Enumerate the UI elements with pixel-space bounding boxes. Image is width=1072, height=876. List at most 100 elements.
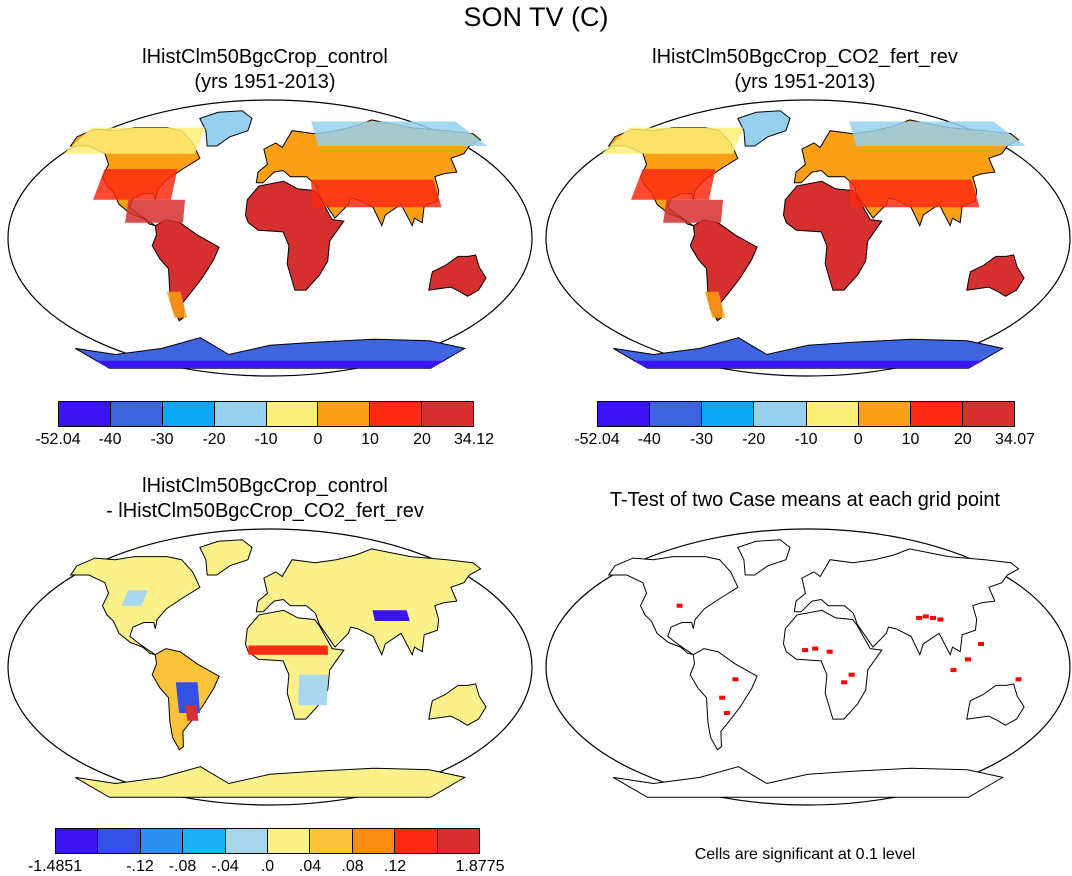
landmass-eurasia <box>255 548 482 657</box>
colorbar-swatch <box>910 402 963 426</box>
colorbar-tick-label: -40 <box>98 431 122 448</box>
colorbar-boxes <box>58 401 474 427</box>
panel4-title: T-Test of two Case means at each grid po… <box>540 488 1070 513</box>
landmass-antarctica <box>613 766 1005 798</box>
colorbar-swatch <box>650 402 703 426</box>
difference-patch <box>121 590 148 606</box>
significant-cell <box>916 615 923 620</box>
panel2-title: lHistClm50BgcCrop_CO2_fert_rev (yrs 1951… <box>550 45 1060 95</box>
significant-cell <box>723 711 730 715</box>
significant-cell <box>978 642 984 646</box>
significant-cell <box>950 668 957 673</box>
significant-cell <box>964 657 971 662</box>
colorbar-swatch <box>858 402 911 426</box>
landmass-greenland <box>737 110 791 147</box>
colorbar-swatch <box>370 402 423 426</box>
difference-patch <box>298 674 329 706</box>
significant-cell <box>922 614 929 619</box>
colorbar-tick-label: -.12 <box>126 858 154 875</box>
map-panel-control <box>7 99 533 377</box>
landmass-africa <box>244 180 345 291</box>
significant-cell <box>841 680 848 685</box>
colorbar-swatch <box>59 402 111 426</box>
colorbar-swatch <box>56 829 99 853</box>
colorbar-tick-label: .08 <box>341 858 364 875</box>
landmass-australia <box>428 683 487 726</box>
colorbar-tick-label: -20 <box>202 431 226 448</box>
significant-cell <box>812 646 819 651</box>
colorbar-tick-label: -30 <box>689 431 714 448</box>
colorbar-swatch <box>806 402 859 426</box>
colorbar-tick-label: 20 <box>953 431 972 448</box>
colorbar-swatch <box>98 829 141 853</box>
colorbar-tick-label: -10 <box>254 431 278 448</box>
colorbar-tick-label: 34.07 <box>994 431 1036 448</box>
significant-cell <box>802 648 809 653</box>
colorbar-tick-label: -52.04 <box>35 431 81 448</box>
colorbar-tick-label: 10 <box>361 431 379 448</box>
colorbar-swatch <box>318 402 371 426</box>
landmass-australia <box>428 254 487 297</box>
colorbar-tick-label: 1.8775 <box>455 858 505 875</box>
significant-cell <box>937 617 944 622</box>
colorbar-tick-label: 0 <box>853 431 863 448</box>
panel3-title: lHistClm50BgcCrop_control - lHistClm50Bg… <box>10 474 520 524</box>
temperature-band <box>125 199 186 223</box>
temperature-band <box>601 127 744 154</box>
colorbar-co2-fert-rev: -52.04 -40 -30 -20 -10 0 10 20 34.07 <box>574 401 1035 451</box>
colorbar-control: -52.04 -40 -30 -20 -10 0 10 20 34.12 <box>35 401 494 451</box>
colorbar-swatch <box>140 829 184 853</box>
panel1-title: lHistClm50BgcCrop_control (yrs 1951-2013… <box>10 45 520 95</box>
antarctic-interior <box>94 360 446 369</box>
colorbar-difference: -1.4851 -.12 -.08 -.04 .0 .04 .08 .12 1.8775 <box>28 828 504 875</box>
significant-cell <box>676 603 683 608</box>
colorbar-tick-label: .0 <box>260 858 275 875</box>
colorbar-swatch <box>310 829 353 853</box>
colorbar-tick-label: -.04 <box>211 858 239 875</box>
colorbar-swatch <box>702 402 755 426</box>
temperature-band <box>631 169 716 200</box>
landmass-namerica <box>607 556 739 656</box>
colorbar-swatch <box>598 402 651 426</box>
colorbar-tick-label: -10 <box>794 431 818 448</box>
significance-note: Cells are significant at 0.1 level <box>694 846 916 863</box>
temperature-band <box>166 291 188 318</box>
colorbar-tick-label: 20 <box>413 431 431 448</box>
significant-cell <box>1015 677 1022 682</box>
colorbar-tick-label: -30 <box>150 431 174 448</box>
colorbar-tick-label: -20 <box>742 431 766 448</box>
colorbar-swatch <box>268 829 311 853</box>
colorbar-swatch <box>183 829 226 853</box>
colorbar-tick-label: 34.12 <box>453 431 495 448</box>
panel3-title-line2: - lHistClm50BgcCrop_CO2_fert_rev <box>106 500 424 522</box>
difference-patch <box>185 705 199 721</box>
temperature-band <box>310 179 442 208</box>
difference-patch <box>248 645 329 655</box>
colorbar-swatch <box>395 829 438 853</box>
panel2-title-line1: lHistClm50BgcCrop_CO2_fert_rev <box>652 46 958 68</box>
colorbar-tick-label: -1.4851 <box>27 858 83 875</box>
colorbar-swatch <box>754 402 807 426</box>
panel1-title-line2: (yrs 1951-2013) <box>194 71 336 93</box>
temperature-band <box>311 121 488 146</box>
landmass-africa <box>782 180 883 291</box>
temperature-band <box>663 199 724 223</box>
temperature-band <box>849 121 1026 146</box>
temperature-band <box>63 127 206 154</box>
panel3-title-line1: lHistClm50BgcCrop_control <box>142 475 388 497</box>
colorbar-boxes <box>55 828 480 854</box>
colorbar-swatch <box>352 829 396 853</box>
colorbar-tick-label: -.08 <box>168 858 197 875</box>
main-title: SON TV (C) <box>463 2 609 32</box>
panel4-title-line1: T-Test of two Case means at each grid po… <box>609 489 1001 511</box>
landmass-australia <box>966 254 1025 297</box>
significant-cell <box>826 649 833 654</box>
map-panel-ttest <box>545 528 1071 806</box>
map-panel-difference <box>7 528 533 806</box>
colorbar-tick-label: .04 <box>298 858 322 875</box>
significant-cell <box>732 677 739 682</box>
colorbar-boxes <box>597 401 1015 427</box>
landmass-australia <box>966 683 1025 726</box>
colorbar-tick-label: -52.04 <box>574 431 620 448</box>
panel1-title-line1: lHistClm50BgcCrop_control <box>142 46 388 68</box>
